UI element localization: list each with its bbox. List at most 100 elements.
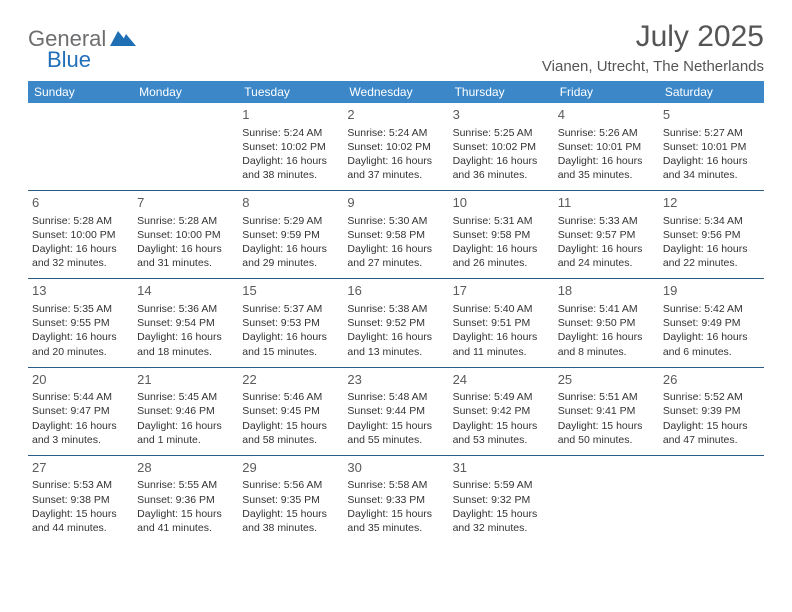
daylight-text: and 3 minutes.: [32, 433, 129, 447]
daylight-text: Daylight: 16 hours: [347, 242, 444, 256]
sunset-text: Sunset: 9:36 PM: [137, 493, 234, 507]
day-number: 6: [32, 194, 129, 212]
day-number: 15: [242, 282, 339, 300]
sunrise-text: Sunrise: 5:56 AM: [242, 478, 339, 492]
sunset-text: Sunset: 9:58 PM: [453, 228, 550, 242]
daylight-text: and 6 minutes.: [663, 345, 760, 359]
sunrise-text: Sunrise: 5:58 AM: [347, 478, 444, 492]
daylight-text: and 27 minutes.: [347, 256, 444, 270]
day-number: 2: [347, 106, 444, 124]
day-header: Sunday: [28, 81, 133, 103]
daylight-text: and 35 minutes.: [558, 168, 655, 182]
day-number: 18: [558, 282, 655, 300]
calendar-cell: 31Sunrise: 5:59 AMSunset: 9:32 PMDayligh…: [449, 455, 554, 543]
daylight-text: Daylight: 15 hours: [663, 419, 760, 433]
calendar-table: Sunday Monday Tuesday Wednesday Thursday…: [28, 81, 764, 543]
day-number: 11: [558, 194, 655, 212]
day-header: Thursday: [449, 81, 554, 103]
sunset-text: Sunset: 10:02 PM: [453, 140, 550, 154]
daylight-text: and 47 minutes.: [663, 433, 760, 447]
sunset-text: Sunset: 9:35 PM: [242, 493, 339, 507]
calendar-cell: [659, 455, 764, 543]
calendar-body: 1Sunrise: 5:24 AMSunset: 10:02 PMDayligh…: [28, 103, 764, 543]
daylight-text: Daylight: 16 hours: [558, 330, 655, 344]
sunset-text: Sunset: 10:01 PM: [558, 140, 655, 154]
sunrise-text: Sunrise: 5:49 AM: [453, 390, 550, 404]
sunset-text: Sunset: 9:45 PM: [242, 404, 339, 418]
calendar-week-row: 1Sunrise: 5:24 AMSunset: 10:02 PMDayligh…: [28, 103, 764, 191]
daylight-text: Daylight: 16 hours: [453, 330, 550, 344]
calendar-cell: 4Sunrise: 5:26 AMSunset: 10:01 PMDayligh…: [554, 103, 659, 191]
calendar-week-row: 20Sunrise: 5:44 AMSunset: 9:47 PMDayligh…: [28, 367, 764, 455]
sunset-text: Sunset: 10:00 PM: [137, 228, 234, 242]
sunrise-text: Sunrise: 5:37 AM: [242, 302, 339, 316]
day-number: 14: [137, 282, 234, 300]
daylight-text: Daylight: 16 hours: [347, 330, 444, 344]
daylight-text: and 41 minutes.: [137, 521, 234, 535]
sunset-text: Sunset: 9:39 PM: [663, 404, 760, 418]
day-number: 10: [453, 194, 550, 212]
daylight-text: and 32 minutes.: [32, 256, 129, 270]
calendar-week-row: 6Sunrise: 5:28 AMSunset: 10:00 PMDayligh…: [28, 191, 764, 279]
day-number: 17: [453, 282, 550, 300]
day-number: 22: [242, 371, 339, 389]
calendar-page: General July 2025 Vianen, Utrecht, The N…: [0, 0, 792, 553]
calendar-cell: [554, 455, 659, 543]
sunset-text: Sunset: 10:02 PM: [347, 140, 444, 154]
sunset-text: Sunset: 9:46 PM: [137, 404, 234, 418]
sunrise-text: Sunrise: 5:38 AM: [347, 302, 444, 316]
daylight-text: and 44 minutes.: [32, 521, 129, 535]
sunset-text: Sunset: 9:44 PM: [347, 404, 444, 418]
sunrise-text: Sunrise: 5:48 AM: [347, 390, 444, 404]
daylight-text: and 13 minutes.: [347, 345, 444, 359]
day-number: 25: [558, 371, 655, 389]
sunrise-text: Sunrise: 5:35 AM: [32, 302, 129, 316]
day-number: 28: [137, 459, 234, 477]
calendar-cell: 20Sunrise: 5:44 AMSunset: 9:47 PMDayligh…: [28, 367, 133, 455]
calendar-cell: 6Sunrise: 5:28 AMSunset: 10:00 PMDayligh…: [28, 191, 133, 279]
month-title: July 2025: [542, 20, 764, 54]
day-number: 19: [663, 282, 760, 300]
sunrise-text: Sunrise: 5:53 AM: [32, 478, 129, 492]
sunset-text: Sunset: 10:01 PM: [663, 140, 760, 154]
daylight-text: and 34 minutes.: [663, 168, 760, 182]
sunrise-text: Sunrise: 5:42 AM: [663, 302, 760, 316]
daylight-text: Daylight: 15 hours: [137, 507, 234, 521]
calendar-cell: 26Sunrise: 5:52 AMSunset: 9:39 PMDayligh…: [659, 367, 764, 455]
calendar-cell: 19Sunrise: 5:42 AMSunset: 9:49 PMDayligh…: [659, 279, 764, 367]
sunrise-text: Sunrise: 5:52 AM: [663, 390, 760, 404]
sunrise-text: Sunrise: 5:24 AM: [347, 126, 444, 140]
daylight-text: and 15 minutes.: [242, 345, 339, 359]
sunset-text: Sunset: 9:38 PM: [32, 493, 129, 507]
day-number: 5: [663, 106, 760, 124]
calendar-week-row: 27Sunrise: 5:53 AMSunset: 9:38 PMDayligh…: [28, 455, 764, 543]
sunrise-text: Sunrise: 5:41 AM: [558, 302, 655, 316]
day-number: 23: [347, 371, 444, 389]
daylight-text: Daylight: 16 hours: [453, 242, 550, 256]
daylight-text: Daylight: 15 hours: [242, 507, 339, 521]
day-number: 31: [453, 459, 550, 477]
daylight-text: Daylight: 16 hours: [663, 330, 760, 344]
day-header: Saturday: [659, 81, 764, 103]
daylight-text: and 37 minutes.: [347, 168, 444, 182]
day-number: 20: [32, 371, 129, 389]
daylight-text: Daylight: 16 hours: [137, 242, 234, 256]
daylight-text: Daylight: 16 hours: [663, 242, 760, 256]
calendar-cell: 16Sunrise: 5:38 AMSunset: 9:52 PMDayligh…: [343, 279, 448, 367]
calendar-cell: [133, 103, 238, 191]
sunrise-text: Sunrise: 5:45 AM: [137, 390, 234, 404]
daylight-text: and 1 minute.: [137, 433, 234, 447]
daylight-text: and 11 minutes.: [453, 345, 550, 359]
calendar-cell: 11Sunrise: 5:33 AMSunset: 9:57 PMDayligh…: [554, 191, 659, 279]
daylight-text: Daylight: 16 hours: [137, 330, 234, 344]
sunrise-text: Sunrise: 5:59 AM: [453, 478, 550, 492]
day-header: Friday: [554, 81, 659, 103]
day-number: 29: [242, 459, 339, 477]
sunrise-text: Sunrise: 5:28 AM: [32, 214, 129, 228]
calendar-cell: 18Sunrise: 5:41 AMSunset: 9:50 PMDayligh…: [554, 279, 659, 367]
daylight-text: Daylight: 16 hours: [242, 330, 339, 344]
daylight-text: Daylight: 15 hours: [32, 507, 129, 521]
day-number: 8: [242, 194, 339, 212]
calendar-cell: 9Sunrise: 5:30 AMSunset: 9:58 PMDaylight…: [343, 191, 448, 279]
daylight-text: and 38 minutes.: [242, 168, 339, 182]
